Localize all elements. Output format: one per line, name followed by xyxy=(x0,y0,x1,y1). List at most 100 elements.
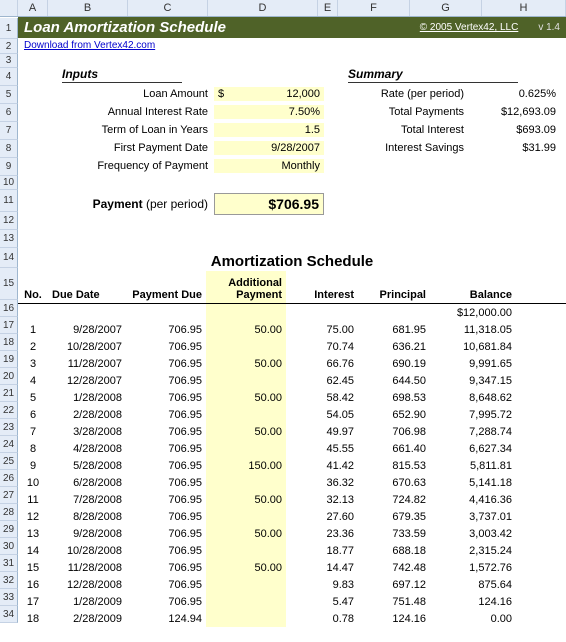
col-header[interactable]: C xyxy=(128,0,208,16)
cell[interactable] xyxy=(206,576,286,593)
cell[interactable]: 706.95 xyxy=(126,474,206,491)
cell[interactable]: 9/28/2007 xyxy=(48,321,126,338)
col-header[interactable]: B xyxy=(48,0,128,16)
table-row[interactable]: 210/28/2007706.9570.74636.2110,681.84 xyxy=(18,338,566,355)
cell[interactable]: 661.40 xyxy=(358,440,430,457)
cell[interactable]: 13 xyxy=(18,525,48,542)
cell[interactable] xyxy=(206,542,286,559)
table-row[interactable]: 117/28/2008706.9550.0032.13724.824,416.3… xyxy=(18,491,566,508)
col-header[interactable]: A xyxy=(18,0,48,16)
cell[interactable]: 75.00 xyxy=(286,321,358,338)
cell[interactable]: 10/28/2007 xyxy=(48,338,126,355)
row-header[interactable]: 23 xyxy=(0,419,18,436)
vertex-link[interactable]: © 2005 Vertex42, LLC xyxy=(420,22,519,33)
row-header[interactable]: 2 xyxy=(0,39,18,54)
cell[interactable]: 17 xyxy=(18,593,48,610)
cell[interactable]: 706.95 xyxy=(126,355,206,372)
cell[interactable]: 4/28/2008 xyxy=(48,440,126,457)
cell[interactable]: 2,315.24 xyxy=(430,542,516,559)
cell[interactable]: 706.95 xyxy=(126,525,206,542)
row-header[interactable]: 1 xyxy=(0,18,18,39)
cell[interactable]: 54.05 xyxy=(286,406,358,423)
cell[interactable]: 6/28/2008 xyxy=(48,474,126,491)
table-row[interactable]: 73/28/2008706.9550.0049.97706.987,288.74 xyxy=(18,423,566,440)
cell[interactable]: 2/28/2008 xyxy=(48,406,126,423)
cell[interactable]: 7 xyxy=(18,423,48,440)
cell[interactable]: 690.19 xyxy=(358,355,430,372)
row-header[interactable]: 12 xyxy=(0,212,18,230)
cell[interactable]: 62.45 xyxy=(286,372,358,389)
row-header[interactable]: 16 xyxy=(0,300,18,317)
cell[interactable]: 49.97 xyxy=(286,423,358,440)
cell[interactable]: 8,648.62 xyxy=(430,389,516,406)
cell[interactable]: 23.36 xyxy=(286,525,358,542)
cell[interactable]: 706.95 xyxy=(126,593,206,610)
cell[interactable]: 652.90 xyxy=(358,406,430,423)
table-row[interactable]: 62/28/2008706.9554.05652.907,995.72 xyxy=(18,406,566,423)
row-header[interactable]: 13 xyxy=(0,230,18,248)
cell[interactable]: 58.42 xyxy=(286,389,358,406)
col-header[interactable]: G xyxy=(410,0,482,16)
cell[interactable]: 12/28/2008 xyxy=(48,576,126,593)
row-header[interactable]: 22 xyxy=(0,402,18,419)
row-header[interactable]: 28 xyxy=(0,504,18,521)
row-header[interactable]: 30 xyxy=(0,538,18,555)
cell[interactable]: 7,288.74 xyxy=(430,423,516,440)
cell[interactable]: 875.64 xyxy=(430,576,516,593)
cell[interactable]: 27.60 xyxy=(286,508,358,525)
table-row[interactable]: 412/28/2007706.9562.45644.509,347.15 xyxy=(18,372,566,389)
cell[interactable]: 124.16 xyxy=(358,610,430,627)
cell[interactable]: 50.00 xyxy=(206,491,286,508)
cell[interactable]: 4 xyxy=(18,372,48,389)
cell[interactable]: 670.63 xyxy=(358,474,430,491)
cell[interactable]: 1 xyxy=(18,321,48,338)
cell[interactable]: 8/28/2008 xyxy=(48,508,126,525)
cell[interactable]: 12/28/2007 xyxy=(48,372,126,389)
cell[interactable]: 706.95 xyxy=(126,559,206,576)
input-value[interactable]: 1.5 xyxy=(214,123,324,137)
row-header[interactable]: 3 xyxy=(0,54,18,68)
cell[interactable]: 18 xyxy=(18,610,48,627)
row-header[interactable]: 6 xyxy=(0,104,18,122)
cell[interactable]: 706.95 xyxy=(126,440,206,457)
cell[interactable]: 41.42 xyxy=(286,457,358,474)
cell[interactable]: 11/28/2008 xyxy=(48,559,126,576)
cell[interactable]: 706.95 xyxy=(126,406,206,423)
cell[interactable]: 815.53 xyxy=(358,457,430,474)
cell[interactable] xyxy=(206,474,286,491)
cell[interactable]: 698.53 xyxy=(358,389,430,406)
cell[interactable]: 11 xyxy=(18,491,48,508)
cell[interactable]: 724.82 xyxy=(358,491,430,508)
cell[interactable]: 124.16 xyxy=(430,593,516,610)
table-row[interactable]: 1410/28/2008706.9518.77688.182,315.24 xyxy=(18,542,566,559)
cell[interactable]: 9,347.15 xyxy=(430,372,516,389)
cell[interactable]: 742.48 xyxy=(358,559,430,576)
cell[interactable]: 3/28/2008 xyxy=(48,423,126,440)
cell[interactable] xyxy=(206,508,286,525)
input-value[interactable]: 7.50% xyxy=(214,105,324,119)
cell[interactable]: 45.55 xyxy=(286,440,358,457)
cell[interactable]: 706.95 xyxy=(126,491,206,508)
cell[interactable]: 9/28/2008 xyxy=(48,525,126,542)
cell[interactable]: 150.00 xyxy=(206,457,286,474)
cell[interactable]: 1/28/2009 xyxy=(48,593,126,610)
download-link[interactable]: Download from Vertex42.com xyxy=(24,40,155,51)
cell[interactable]: 706.95 xyxy=(126,576,206,593)
cell[interactable]: 36.32 xyxy=(286,474,358,491)
table-row[interactable]: 182/28/2009124.940.78124.160.00 xyxy=(18,610,566,627)
col-header[interactable]: E xyxy=(318,0,338,16)
cell[interactable] xyxy=(206,338,286,355)
cell[interactable] xyxy=(206,610,286,627)
row-header[interactable]: 34 xyxy=(0,606,18,623)
cell[interactable]: 706.95 xyxy=(126,542,206,559)
cell[interactable]: 14 xyxy=(18,542,48,559)
cell[interactable]: 50.00 xyxy=(206,355,286,372)
input-value[interactable]: Monthly xyxy=(214,159,324,173)
cell[interactable]: 8 xyxy=(18,440,48,457)
cell[interactable]: 7,995.72 xyxy=(430,406,516,423)
cell[interactable]: 706.95 xyxy=(126,423,206,440)
cell[interactable]: 12 xyxy=(18,508,48,525)
cell[interactable]: 7/28/2008 xyxy=(48,491,126,508)
table-row[interactable]: 139/28/2008706.9550.0023.36733.593,003.4… xyxy=(18,525,566,542)
cell[interactable] xyxy=(206,593,286,610)
